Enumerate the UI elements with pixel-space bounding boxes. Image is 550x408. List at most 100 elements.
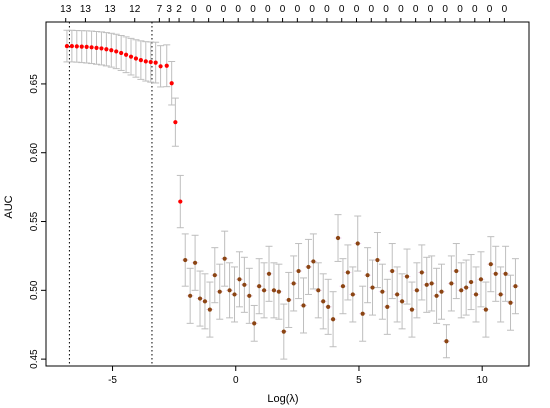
data-point	[355, 241, 360, 246]
data-point	[316, 288, 321, 293]
data-point	[247, 293, 252, 298]
data-point	[164, 63, 169, 68]
top-tick-label: 0	[309, 4, 315, 15]
top-tick-label: 0	[280, 4, 286, 15]
top-tick-label: 0	[265, 4, 271, 15]
data-point	[498, 292, 503, 297]
data-point	[434, 293, 439, 298]
data-point	[306, 264, 311, 270]
data-point	[493, 271, 498, 276]
data-point	[330, 317, 336, 322]
data-point	[114, 49, 119, 54]
y-tick-label: 0.55	[29, 211, 40, 231]
data-point	[104, 47, 109, 52]
data-point	[439, 289, 444, 294]
top-tick-label: 0	[354, 4, 360, 15]
data-point	[257, 284, 262, 289]
top-tick-label: 0	[457, 4, 463, 15]
data-point	[399, 299, 405, 304]
top-tick-label: 0	[324, 4, 330, 15]
data-point	[153, 60, 158, 65]
data-point	[192, 260, 198, 265]
data-point	[286, 297, 291, 303]
data-point	[109, 48, 114, 53]
top-tick-label: 0	[487, 4, 493, 15]
data-point	[350, 292, 355, 297]
data-point	[207, 307, 212, 312]
data-point	[301, 303, 306, 308]
data-point	[513, 284, 518, 289]
data-point	[123, 52, 129, 57]
data-point	[459, 288, 464, 293]
top-tick-label: 0	[339, 4, 345, 15]
data-point	[133, 56, 139, 61]
data-point	[508, 300, 513, 305]
data-point	[340, 284, 346, 289]
top-tick-label: 13	[80, 4, 92, 15]
data-point	[335, 235, 341, 241]
data-point	[138, 58, 143, 63]
data-point	[69, 43, 74, 49]
data-point	[266, 271, 272, 276]
data-point	[291, 281, 296, 286]
top-tick-label: 0	[502, 4, 508, 15]
data-point	[128, 54, 134, 59]
data-point	[454, 268, 459, 274]
data-point	[232, 292, 237, 297]
data-point	[178, 199, 183, 204]
data-point	[84, 44, 89, 50]
data-point	[202, 299, 208, 304]
data-point	[449, 281, 454, 286]
x-tick-label: -5	[108, 375, 117, 386]
data-point	[473, 292, 479, 297]
data-point	[242, 282, 247, 287]
data-point	[217, 289, 222, 294]
top-tick-label: 2	[176, 4, 182, 15]
top-tick-label: 0	[221, 4, 227, 15]
data-point	[429, 281, 434, 286]
data-point	[409, 307, 415, 312]
top-tick-label: 13	[60, 4, 72, 15]
data-point	[296, 268, 301, 274]
data-point	[261, 288, 267, 293]
top-tick-label: 0	[413, 4, 419, 15]
y-axis-label: AUC	[3, 195, 15, 218]
y-tick-label: 0.50	[29, 280, 40, 300]
y-tick-label: 0.45	[29, 349, 40, 369]
data-point	[464, 285, 469, 290]
data-point	[158, 64, 163, 69]
y-tick-label: 0.65	[29, 74, 40, 94]
top-tick-label: 0	[191, 4, 197, 15]
top-tick-label: 0	[369, 4, 375, 15]
data-point	[370, 285, 375, 290]
data-point	[237, 277, 242, 282]
x-tick-label: 0	[233, 375, 239, 386]
top-tick-label: 0	[250, 4, 256, 15]
top-tick-label: 0	[383, 4, 389, 15]
data-point	[380, 289, 385, 294]
data-point	[119, 50, 124, 56]
data-point	[281, 329, 286, 334]
data-point	[311, 259, 316, 264]
data-point	[99, 46, 104, 51]
data-point	[478, 277, 484, 282]
x-tick-label: 5	[356, 375, 362, 386]
top-tick-label: 3	[166, 4, 172, 15]
data-point	[468, 279, 474, 285]
y-tick-label: 0.60	[29, 143, 40, 163]
data-point	[385, 304, 390, 309]
data-point	[395, 292, 400, 297]
data-point	[419, 270, 424, 275]
data-point	[444, 339, 449, 344]
data-point	[404, 274, 410, 279]
data-point	[252, 321, 257, 326]
data-point	[183, 257, 188, 263]
data-point	[148, 59, 153, 65]
data-point	[276, 289, 281, 294]
top-tick-label: 12	[129, 4, 141, 15]
top-tick-label: 0	[398, 4, 404, 15]
top-tick-label: 0	[428, 4, 434, 15]
data-point	[390, 268, 395, 274]
